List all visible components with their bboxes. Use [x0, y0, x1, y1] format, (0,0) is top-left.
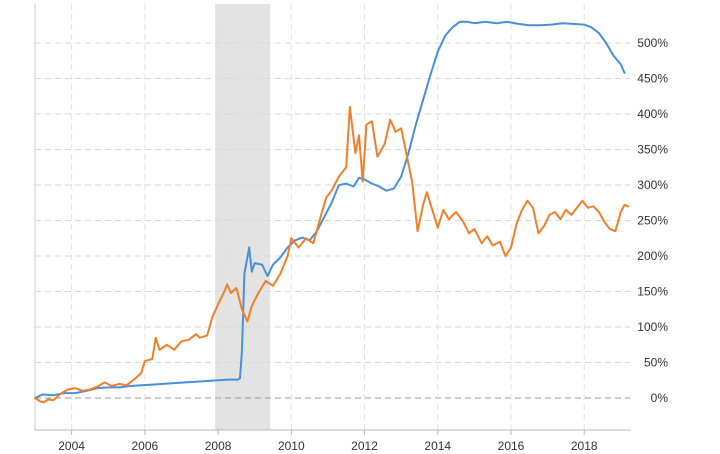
y-tick-label: 350%: [637, 143, 668, 157]
x-tick-label: 2012: [351, 439, 378, 453]
x-tick-label: 2014: [424, 439, 451, 453]
y-tick-label: 400%: [637, 107, 668, 121]
x-tick-label: 2010: [278, 439, 305, 453]
y-tick-label: 450%: [637, 72, 668, 86]
y-tick-label: 150%: [637, 285, 668, 299]
y-tick-labels: 0% 50% 100% 150% 200% 250% 300% 350% 400% 450% 500…: [637, 36, 668, 405]
y-tick-label: 250%: [637, 214, 668, 228]
y-tick-label: 500%: [637, 36, 668, 50]
axes: [34, 4, 631, 435]
y-tick-label: 200%: [637, 249, 668, 263]
y-tick-label: 0%: [651, 391, 669, 405]
series-lines: [34, 20, 630, 404]
y-tick-label: 300%: [637, 178, 668, 192]
x-tick-label: 2008: [205, 439, 232, 453]
y-tick-label: 50%: [644, 356, 668, 370]
x-tick-labels: 2004 2006 2008 2010 2012 2014 2016 2018: [58, 439, 598, 453]
x-tick-label: 2006: [131, 439, 158, 453]
gridlines: [35, 4, 630, 430]
series-line-2: [34, 105, 630, 404]
y-tick-label: 100%: [637, 320, 668, 334]
recession-band: [215, 4, 271, 430]
recession-band-layer: [215, 4, 271, 430]
x-tick-label: 2016: [498, 439, 525, 453]
series-line-1: [34, 20, 626, 400]
x-tick-label: 2018: [571, 439, 598, 453]
x-tick-label: 2004: [58, 439, 85, 453]
